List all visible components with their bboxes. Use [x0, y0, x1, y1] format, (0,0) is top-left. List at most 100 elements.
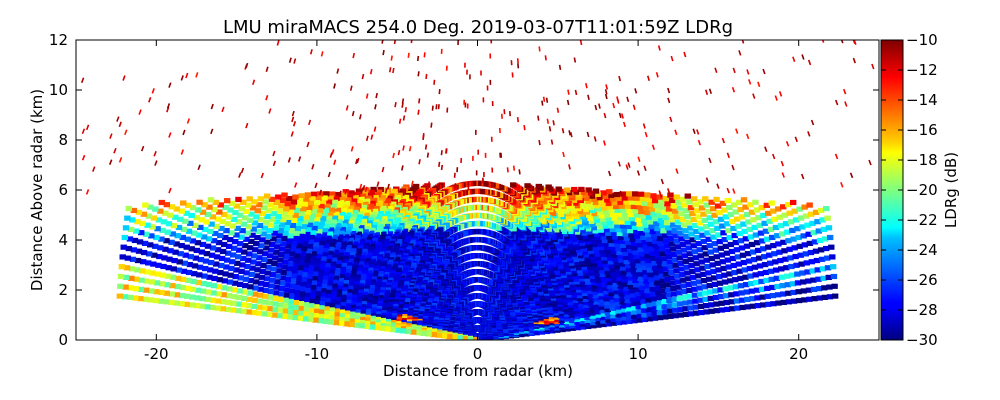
scan-cell [735, 223, 742, 229]
scan-cell [362, 245, 369, 251]
scan-cell [698, 226, 705, 232]
scan-cell [588, 273, 595, 279]
scan-cell [588, 235, 595, 241]
scan-cell [681, 253, 688, 259]
scan-cell [709, 262, 716, 268]
scan-cell [256, 202, 263, 208]
scan-cell [797, 252, 804, 258]
scan-cell [643, 192, 651, 198]
scan-cell [308, 260, 316, 266]
scan-cell [709, 228, 716, 234]
scan-cell [733, 291, 740, 297]
scan-cell [665, 254, 673, 260]
scan-cell [620, 311, 627, 317]
scan-cell [733, 247, 741, 253]
scan-cell [610, 320, 618, 326]
scan-cell [686, 251, 693, 257]
scan-cell [650, 260, 658, 266]
scan-cell [367, 192, 374, 198]
scan-cell [287, 233, 294, 239]
scan-cell [599, 216, 606, 222]
scan-cell [358, 258, 365, 264]
scan-cell [676, 301, 684, 307]
scan-cell [366, 249, 374, 255]
scan-cell [355, 267, 363, 274]
scan-cell [624, 298, 631, 304]
scan-cell [583, 276, 591, 282]
scan-cell [349, 201, 356, 208]
scan-cell [587, 297, 595, 304]
scan-cell [749, 249, 757, 255]
scan-cell [724, 221, 731, 227]
scan-cell [746, 265, 754, 272]
scan-cell [323, 243, 330, 249]
scan-cell [817, 247, 825, 253]
scan-cell [374, 192, 381, 198]
scan-cell [299, 250, 307, 257]
scan-cell [661, 298, 668, 305]
scan-cell [655, 299, 663, 306]
scan-cell [315, 195, 322, 201]
scan-cell [592, 267, 600, 274]
scan-cell [660, 293, 668, 299]
scan-cell [721, 236, 728, 243]
scan-cell [313, 237, 321, 244]
scan-cell [664, 248, 672, 254]
scan-cell [576, 295, 584, 302]
scan-cell [574, 319, 581, 325]
scan-cell [769, 234, 776, 241]
scan-cell [368, 261, 376, 267]
scan-cell [678, 236, 685, 242]
scan-cell [712, 294, 720, 301]
scan-cell [573, 203, 581, 209]
scan-cell [289, 245, 297, 252]
scan-cell [571, 224, 578, 230]
scan-cell [665, 292, 673, 298]
scan-cell [627, 195, 634, 201]
scan-cell [598, 248, 605, 254]
scan-cell [289, 204, 296, 210]
scan-cell [602, 289, 609, 295]
scan-cell [355, 188, 363, 194]
scan-cell [594, 191, 601, 198]
scan-cell [676, 205, 684, 211]
scan-cell [377, 254, 384, 260]
scan-cell [712, 247, 720, 253]
scan-cell [585, 242, 592, 248]
scan-cell [216, 209, 223, 215]
scan-cell [796, 206, 803, 212]
scan-cell [374, 244, 381, 250]
scan-cell [716, 280, 724, 286]
scan-cell [570, 251, 578, 257]
scan-cell [214, 216, 222, 222]
scan-cell [347, 220, 355, 226]
scan-cell [578, 255, 585, 262]
scan-cell [260, 231, 267, 237]
scan-cell [648, 276, 655, 283]
scan-cell [615, 308, 622, 314]
scan-cell [204, 211, 212, 218]
scan-cell [580, 203, 588, 209]
scan-cell [351, 227, 358, 233]
scan-cell [374, 284, 381, 290]
scan-cell [586, 264, 593, 270]
scan-cell [653, 280, 661, 286]
scan-cell [610, 274, 617, 280]
scan-cell [290, 240, 298, 247]
scan-cell [640, 298, 647, 304]
scan-cell [627, 211, 634, 218]
scan-cell [673, 238, 680, 244]
scan-cell [312, 267, 320, 273]
scan-cell [788, 263, 795, 270]
scan-cell [613, 264, 621, 270]
scan-cell [633, 286, 640, 292]
scan-cell [596, 241, 603, 247]
scan-cell [723, 293, 730, 299]
scan-cell [805, 231, 812, 237]
scan-cell [829, 264, 837, 270]
scan-cell [254, 234, 261, 241]
scan-cell [784, 202, 792, 208]
scan-cell [347, 258, 354, 264]
scan-cell [589, 207, 596, 214]
scan-cell [650, 301, 658, 307]
